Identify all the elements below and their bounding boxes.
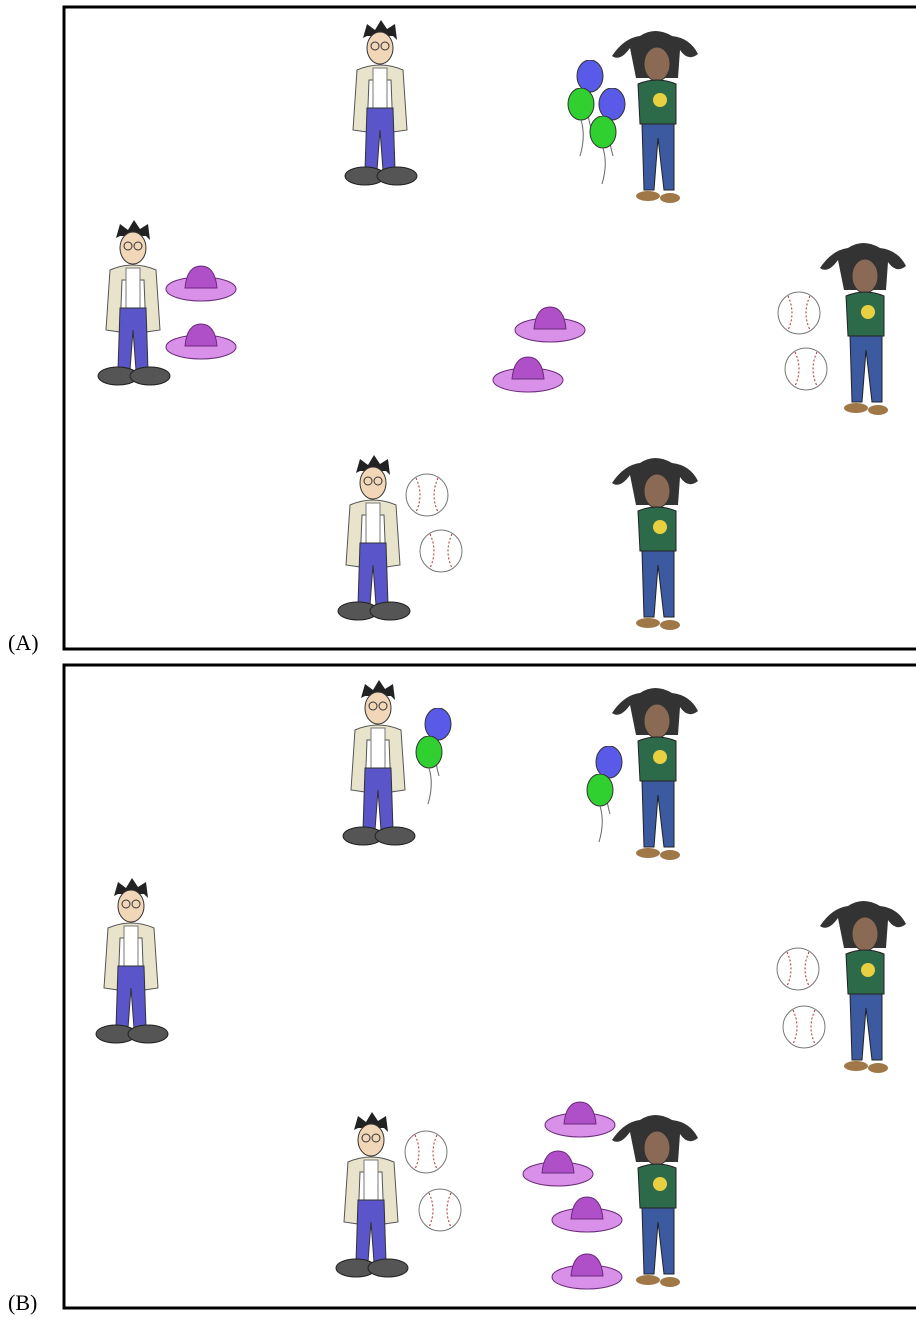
baseball — [782, 1005, 826, 1049]
boy — [97, 220, 171, 386]
hat — [165, 265, 237, 302]
baseball — [418, 1188, 462, 1232]
girl — [611, 687, 699, 861]
hat — [551, 1253, 623, 1290]
balloon — [586, 774, 614, 843]
boy — [95, 878, 169, 1044]
boy — [344, 20, 418, 186]
balloon — [589, 116, 617, 185]
balloon — [415, 736, 443, 805]
girl — [611, 30, 699, 204]
girl — [611, 1114, 699, 1288]
baseball — [405, 473, 449, 517]
hat — [514, 306, 586, 343]
baseball — [777, 291, 821, 335]
girl — [819, 242, 907, 416]
baseball — [404, 1130, 448, 1174]
hat — [165, 323, 237, 360]
panel-frame — [62, 5, 916, 651]
panel-frame — [62, 663, 916, 1310]
hat — [544, 1101, 616, 1138]
hat — [492, 356, 564, 393]
boy — [335, 1112, 409, 1278]
boy — [342, 680, 416, 846]
panel-label: (B) — [8, 1290, 38, 1315]
hat — [522, 1150, 594, 1187]
baseball — [784, 347, 828, 391]
baseball — [419, 529, 463, 573]
baseball — [776, 947, 820, 991]
hat — [551, 1196, 623, 1233]
girl — [611, 457, 699, 631]
balloon — [567, 88, 595, 157]
panel-label: (A) — [8, 630, 39, 655]
girl — [819, 900, 907, 1074]
boy — [337, 455, 411, 621]
